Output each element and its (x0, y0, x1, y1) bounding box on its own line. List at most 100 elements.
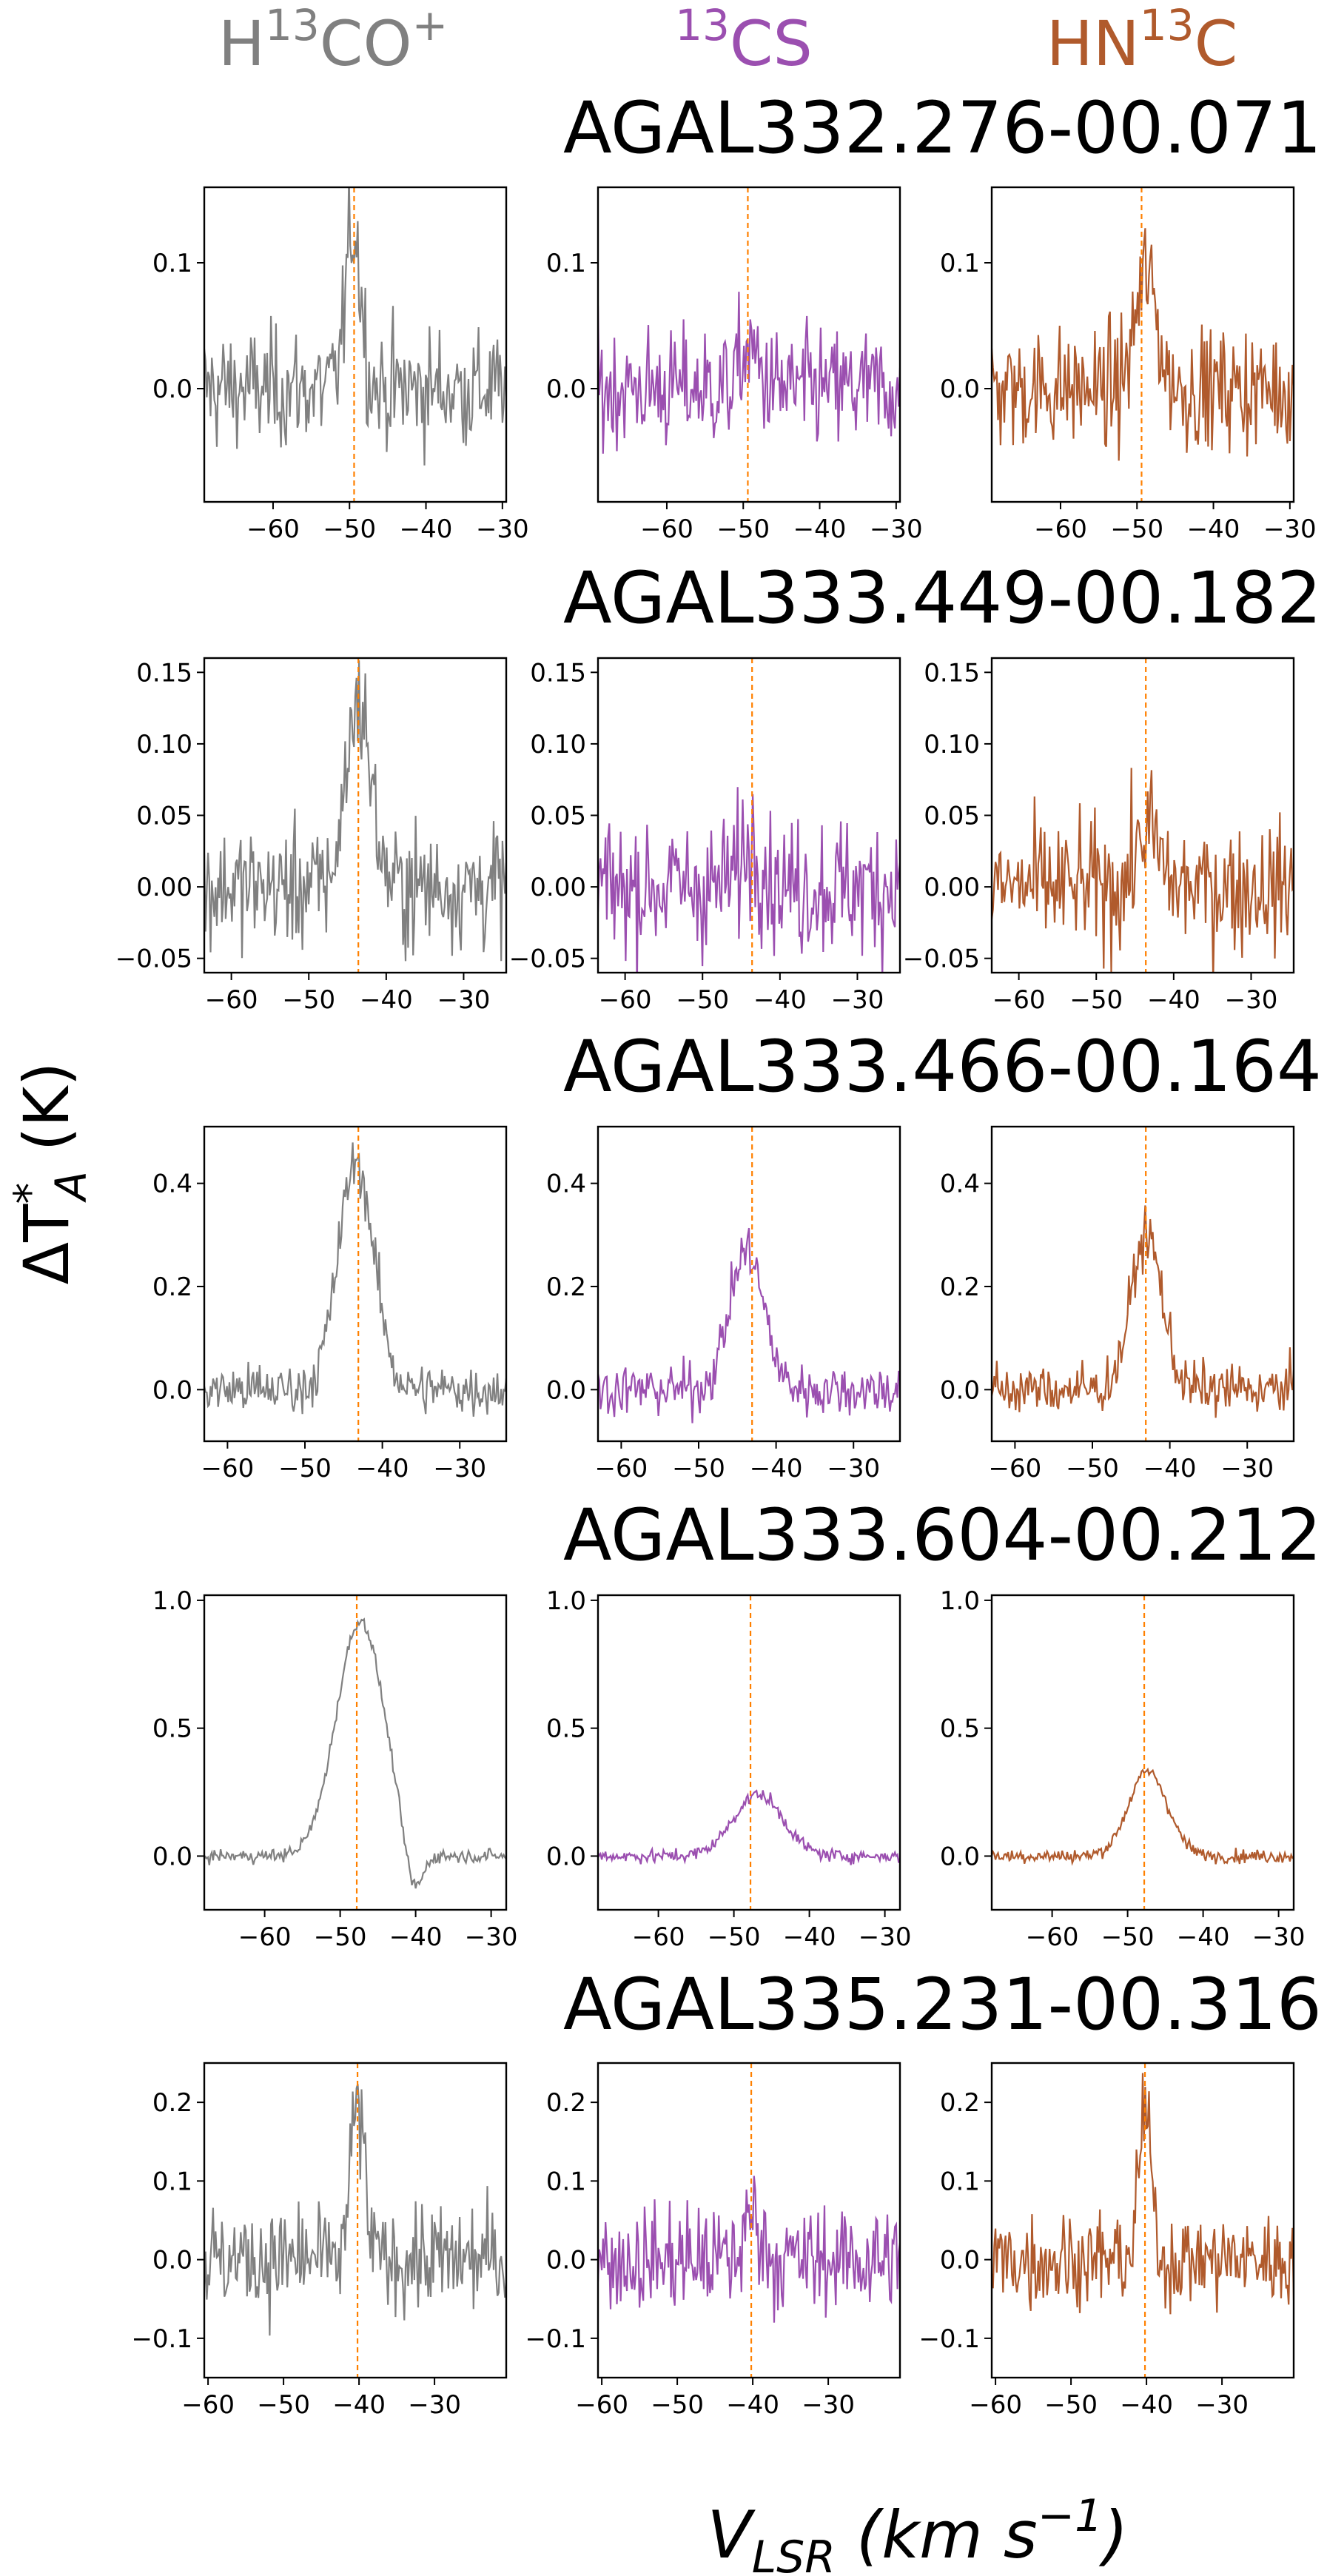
y-tick-label: 0.1 (940, 2167, 980, 2196)
axes-frame (597, 2062, 901, 2379)
y-tick-label: 0.05 (136, 802, 192, 831)
spectrum-line (992, 1767, 1294, 1866)
y-tick-label: 0.4 (152, 1170, 192, 1199)
y-tick-label: 0.2 (940, 2088, 980, 2118)
y-tick-label: 0.0 (940, 2246, 980, 2275)
x-tick-label: −30 (802, 2390, 855, 2420)
x-tick-label: −50 (651, 2390, 704, 2420)
x-tick-label: −40 (726, 2390, 779, 2420)
x-tick-label: −60 (201, 1454, 255, 1483)
spectrum-panel-4-1: −60 −50 −40 −30 −0.1 0.0 0.1 0.2 (525, 2062, 901, 2420)
x-tick-label: −40 (1120, 2390, 1173, 2420)
y-tick-label: 0.0 (546, 375, 586, 404)
spectrum-panel-3-1: −60 −50 −40 −30 0.0 0.5 1.0 (546, 1586, 912, 1952)
x-tick-label: −50 (1044, 2390, 1098, 2420)
y-tick-label: 0.1 (546, 2167, 586, 2196)
spectrum-line (598, 787, 900, 973)
y-tick-label: 0.15 (530, 658, 586, 688)
x-tick-label: −50 (716, 514, 770, 544)
y-tick-label: 0.5 (152, 1714, 192, 1744)
x-tick-label: −30 (465, 1922, 518, 1952)
axes-frame (597, 186, 901, 503)
x-tick-label: −50 (1069, 985, 1123, 1015)
x-tick-label: −30 (831, 985, 884, 1015)
axes-frame (990, 657, 1295, 974)
axes-frame (203, 186, 508, 503)
spectrum-line (598, 292, 900, 454)
spectrum-panel-3-0: −60 −50 −40 −30 0.0 0.5 1.0 (152, 1586, 518, 1952)
spectrum-panel-4-2: −60 −50 −40 −30 −0.1 0.0 0.1 0.2 (918, 2062, 1295, 2420)
x-tick-label: −40 (1187, 514, 1240, 544)
y-tick-label: 0.0 (152, 2246, 192, 2275)
column-header-hn13c: HN13C (1047, 0, 1237, 80)
x-tick-label: −50 (1066, 1454, 1119, 1483)
x-tick-label: −50 (282, 985, 335, 1015)
y-tick-label: 0.1 (940, 249, 980, 278)
x-tick-label: −50 (257, 2390, 310, 2420)
y-tick-label: −0.1 (131, 2324, 192, 2354)
x-tick-label: −50 (676, 985, 729, 1015)
column-header-13cs: 13CS (675, 0, 813, 80)
spectrum-panel-1-1: −60 −50 −40 −30 −0.05 0.00 0.05 0.10 0.15 (509, 657, 901, 1015)
x-tick-label: −60 (595, 1454, 648, 1483)
y-tick-label: 0.0 (546, 2246, 586, 2275)
y-tick-label: 1.0 (940, 1586, 980, 1616)
x-tick-label: −60 (989, 1454, 1042, 1483)
x-tick-label: −40 (793, 514, 847, 544)
y-tick-label: 0.0 (940, 1375, 980, 1405)
y-tick-label: 1.0 (152, 1586, 192, 1616)
x-tick-label: −40 (332, 2390, 386, 2420)
y-tick-label: 0.1 (152, 2167, 192, 2196)
source-title: AGAL333.604-00.212 (563, 1494, 1322, 1577)
y-tick-label: 0.2 (940, 1272, 980, 1302)
y-tick-label: 0.0 (940, 1842, 980, 1871)
spectrum-line (598, 1789, 900, 1865)
x-tick-label: −30 (476, 514, 529, 544)
spectrum-panel-1-0: −60 −50 −40 −30 −0.05 0.00 0.05 0.10 0.15 (115, 657, 508, 1015)
x-tick-label: −50 (323, 514, 376, 544)
axes-frame (597, 1594, 901, 1911)
y-tick-label: 0.0 (546, 1375, 586, 1405)
y-tick-label: 0.10 (530, 730, 586, 759)
spectrum-line (992, 768, 1294, 973)
x-tick-label: −60 (238, 1922, 292, 1952)
y-tick-label: 1.0 (546, 1586, 586, 1616)
x-tick-label: −60 (246, 514, 300, 544)
x-tick-label: −60 (640, 514, 693, 544)
spectrum-line (992, 2073, 1294, 2315)
y-tick-label: 0.0 (546, 1842, 586, 1871)
y-tick-label: 0.05 (530, 802, 586, 831)
x-tick-label: −40 (389, 1922, 443, 1952)
y-tick-label: 0.4 (546, 1170, 586, 1199)
x-tick-label: −40 (1147, 985, 1200, 1015)
y-tick-label: 0.4 (940, 1170, 980, 1199)
x-tick-label: −40 (400, 514, 453, 544)
x-tick-label: −40 (356, 1454, 409, 1483)
x-axis-label: VLSR (km s−1) (707, 2490, 1128, 2576)
spectrum-line (992, 1205, 1294, 1418)
y-tick-label: 0.5 (546, 1714, 586, 1744)
x-tick-label: −40 (360, 985, 413, 1015)
y-tick-label: 0.1 (546, 249, 586, 278)
source-title: AGAL332.276-00.071 (563, 87, 1322, 170)
y-tick-label: 0.1 (152, 249, 192, 278)
x-tick-label: −50 (672, 1454, 725, 1483)
x-tick-label: −60 (575, 2390, 628, 2420)
spectrum-panel-1-2: −60 −50 −40 −30 −0.05 0.00 0.05 0.10 0.15 (903, 657, 1295, 1015)
y-tick-label: −0.1 (918, 2324, 980, 2354)
spectrum-panel-0-0: −60 −50 −40 −30 0.0 0.1 (152, 186, 529, 544)
y-tick-label: 0.15 (136, 658, 192, 688)
spectrum-panel-3-2: −60 −50 −40 −30 0.0 0.5 1.0 (940, 1586, 1306, 1952)
x-tick-label: −60 (1026, 1922, 1079, 1952)
y-tick-label: 0.2 (546, 2088, 586, 2118)
axes-frame (990, 186, 1295, 503)
y-tick-label: 0.2 (546, 1272, 586, 1302)
x-tick-label: −30 (1252, 1922, 1306, 1952)
x-tick-label: −30 (1263, 514, 1317, 544)
y-tick-label: 0.5 (940, 1714, 980, 1744)
y-tick-label: −0.05 (115, 945, 192, 974)
y-tick-label: 0.2 (152, 2088, 192, 2118)
y-axis-label: ΔT*A (K) (4, 1062, 96, 1285)
x-tick-label: −30 (1195, 2390, 1249, 2420)
